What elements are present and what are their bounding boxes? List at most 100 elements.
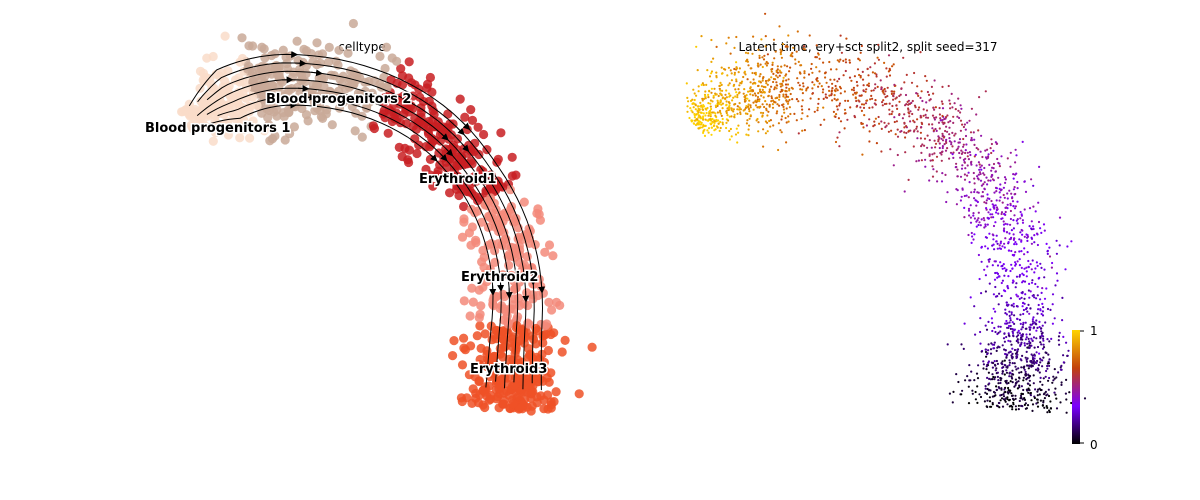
cell-point-latent bbox=[1054, 393, 1057, 396]
colorbar-bar bbox=[1072, 330, 1080, 444]
cell-point bbox=[524, 344, 534, 354]
cell-point-latent bbox=[905, 73, 908, 76]
cell-point-latent bbox=[980, 292, 983, 295]
cell-point-latent bbox=[1058, 331, 1061, 334]
cell-point-latent bbox=[1001, 405, 1005, 408]
cell-point-latent bbox=[980, 134, 983, 137]
cell-point-latent bbox=[1055, 407, 1059, 410]
cell-point-latent bbox=[770, 95, 773, 98]
cell-point-latent bbox=[1022, 379, 1025, 382]
latent-time-title: Latent time, ery+sct split2, split seed=… bbox=[739, 40, 998, 54]
cell-point-latent bbox=[729, 69, 732, 72]
cell-point-latent bbox=[793, 112, 796, 115]
cell-point-latent bbox=[694, 123, 698, 127]
cell-point-latent bbox=[973, 143, 976, 146]
cell-point-latent bbox=[1006, 203, 1009, 206]
cell-point-latent bbox=[745, 94, 748, 97]
cell-point-latent bbox=[963, 206, 966, 209]
cell-point bbox=[404, 157, 414, 168]
cell-point-latent bbox=[1005, 369, 1008, 372]
cell-point-latent bbox=[1025, 378, 1028, 381]
cell-point-latent bbox=[1009, 319, 1012, 322]
cell-point-latent bbox=[755, 119, 758, 122]
cell-point bbox=[404, 57, 414, 67]
cell-point-latent bbox=[730, 107, 733, 110]
cell-point bbox=[476, 301, 486, 311]
cell-point-latent bbox=[816, 109, 819, 112]
cell-point-latent bbox=[873, 72, 877, 75]
cell-point bbox=[238, 123, 248, 134]
cell-point bbox=[288, 67, 299, 77]
cell-point-latent bbox=[1004, 352, 1007, 356]
cell-point-latent bbox=[1028, 346, 1031, 349]
cell-point-latent bbox=[904, 136, 907, 139]
cell-point-latent bbox=[1016, 222, 1019, 225]
cell-point-latent bbox=[986, 352, 989, 355]
cell-point-latent bbox=[988, 377, 991, 380]
cell-point-latent bbox=[944, 116, 948, 119]
cell-point-latent bbox=[986, 265, 989, 268]
cell-point-latent bbox=[921, 143, 924, 146]
cell-point-latent bbox=[985, 202, 988, 205]
cell-point-latent bbox=[977, 217, 980, 220]
cell-point-latent bbox=[709, 99, 713, 102]
cell-point-latent bbox=[1007, 326, 1010, 329]
cell-point-latent bbox=[1021, 305, 1024, 308]
cell-point-latent bbox=[710, 72, 713, 75]
cell-point-latent bbox=[761, 114, 764, 117]
cell-point bbox=[456, 393, 466, 403]
cell-point-latent bbox=[734, 88, 737, 91]
cell-point-latent bbox=[1046, 307, 1050, 311]
cell-point-latent bbox=[1015, 275, 1019, 278]
cell-point-latent bbox=[993, 191, 996, 194]
cell-point-latent bbox=[979, 330, 982, 334]
cell-point bbox=[498, 270, 508, 280]
cell-point-latent bbox=[822, 61, 825, 64]
cell-point-latent bbox=[725, 126, 728, 130]
cell-point-latent bbox=[1035, 261, 1038, 264]
cell-point-latent bbox=[858, 94, 861, 97]
cell-point-latent bbox=[817, 97, 820, 101]
cell-point-latent bbox=[994, 330, 997, 334]
cell-point-latent bbox=[1035, 329, 1038, 332]
cell-point-latent bbox=[882, 91, 885, 94]
cell-point bbox=[544, 297, 554, 307]
cell-point-latent bbox=[959, 199, 963, 202]
cell-point-latent bbox=[991, 213, 994, 216]
cell-point bbox=[245, 133, 255, 143]
cell-point-latent bbox=[791, 98, 794, 101]
cell-point-latent bbox=[686, 110, 689, 113]
cell-point-latent bbox=[999, 240, 1003, 243]
cell-point-latent bbox=[1016, 218, 1019, 221]
cell-point bbox=[519, 197, 529, 207]
cell-point-latent bbox=[719, 126, 722, 130]
cell-point bbox=[517, 234, 528, 244]
cell-point-latent bbox=[777, 122, 781, 125]
cell-point-latent bbox=[955, 373, 958, 376]
cell-point-latent bbox=[796, 77, 799, 80]
cell-point-latent bbox=[1010, 392, 1013, 395]
cell-point-latent bbox=[719, 89, 722, 92]
cell-point-latent bbox=[745, 133, 748, 136]
cell-point-latent bbox=[1001, 370, 1005, 373]
cell-point-latent bbox=[1039, 309, 1042, 312]
cell-point bbox=[432, 169, 442, 179]
cell-point-latent bbox=[913, 104, 917, 107]
cell-point-latent bbox=[997, 382, 1000, 385]
cell-point-latent bbox=[870, 89, 873, 92]
cell-point-latent bbox=[1051, 322, 1054, 325]
cell-point-latent bbox=[1023, 280, 1027, 283]
cell-point-latent bbox=[933, 118, 937, 121]
cell-point-latent bbox=[985, 392, 989, 395]
cell-point-latent bbox=[993, 341, 996, 344]
cell-point-latent bbox=[787, 34, 790, 37]
cell-point-latent bbox=[868, 140, 871, 143]
cell-point-latent bbox=[937, 121, 941, 124]
cell-point-latent bbox=[1002, 186, 1006, 189]
cell-point-latent bbox=[842, 74, 845, 77]
cell-point-latent bbox=[883, 102, 887, 106]
cell-point-latent bbox=[761, 65, 764, 69]
cell-point-latent bbox=[1043, 229, 1046, 232]
cell-point-latent bbox=[926, 146, 929, 149]
cell-point-latent bbox=[1009, 380, 1012, 383]
